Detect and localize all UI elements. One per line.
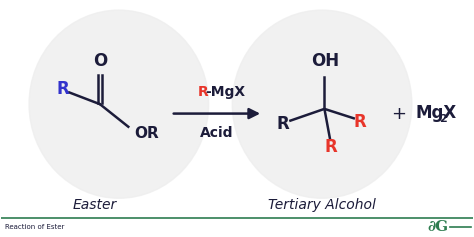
Text: -MgX: -MgX	[205, 85, 246, 99]
Ellipse shape	[232, 10, 412, 198]
Text: R: R	[57, 80, 70, 98]
Text: Acid: Acid	[201, 126, 234, 140]
Text: R: R	[276, 115, 289, 133]
Text: R: R	[354, 113, 367, 131]
Text: OR: OR	[134, 126, 159, 141]
Text: 2: 2	[439, 114, 447, 124]
Text: MgX: MgX	[416, 104, 457, 122]
Text: Easter: Easter	[73, 198, 118, 212]
Ellipse shape	[29, 10, 209, 198]
Text: R: R	[325, 137, 337, 155]
Text: ∂G: ∂G	[427, 220, 448, 234]
Text: Reaction of Ester: Reaction of Ester	[5, 224, 65, 230]
Text: Tertiary Alcohol: Tertiary Alcohol	[268, 198, 376, 212]
Text: OH: OH	[311, 52, 339, 70]
Text: O: O	[93, 52, 107, 70]
Text: R: R	[198, 85, 209, 99]
Text: +: +	[391, 105, 406, 123]
